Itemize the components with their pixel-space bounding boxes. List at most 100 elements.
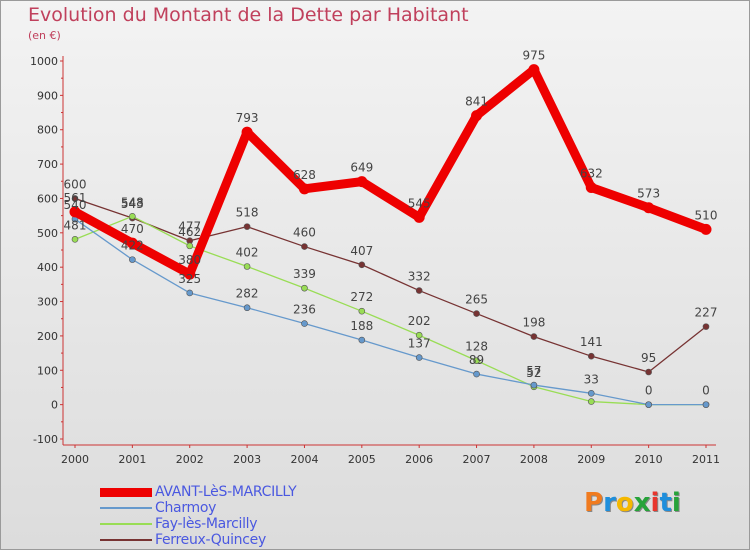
data-point: [645, 368, 652, 376]
data-label: 325: [178, 272, 201, 286]
legend: AVANT-LèS-MARCILLY Charmoy Fay-lès-Marcill…: [100, 484, 360, 548]
data-point: [184, 268, 196, 280]
data-label: 543: [121, 197, 144, 211]
y-tick-label: 800: [37, 124, 58, 137]
data-point: [358, 307, 366, 315]
data-label: 402: [236, 245, 259, 259]
data-point: [530, 381, 538, 389]
proxiti-logo: Proxiti: [584, 488, 681, 518]
x-tick-label: 2000: [61, 453, 89, 466]
y-tick-label: 100: [37, 364, 58, 377]
data-point: [702, 401, 710, 408]
data-label: 540: [64, 198, 87, 212]
x-tick-label: 2008: [520, 453, 548, 466]
data-label: 422: [121, 239, 144, 253]
x-tick-label: 2009: [577, 453, 605, 466]
data-point: [301, 243, 308, 250]
data-point: [702, 323, 710, 330]
series-line-3: [74, 197, 707, 373]
data-label: 841: [465, 95, 488, 109]
data-label: 561: [64, 191, 87, 205]
data-point: [473, 370, 480, 378]
data-point: [243, 263, 251, 270]
legend-item: Ferreux-Quincey: [100, 532, 360, 548]
data-point: [69, 206, 81, 218]
data-label: 339: [293, 267, 316, 281]
data-point: [473, 357, 480, 364]
data-label: 265: [465, 293, 488, 307]
x-tick-label: 2001: [118, 453, 146, 466]
data-label: 198: [522, 316, 545, 330]
legend-swatch: [100, 507, 152, 509]
data-point: [415, 287, 423, 294]
data-label: 573: [637, 187, 660, 201]
legend-swatch: [100, 523, 152, 525]
data-point: [356, 176, 368, 188]
y-tick-label: 200: [37, 330, 58, 343]
data-point: [587, 398, 595, 405]
data-point: [241, 126, 253, 138]
data-label: 128: [465, 340, 488, 354]
y-tick-label: 600: [37, 192, 58, 205]
data-label: 236: [293, 303, 316, 317]
data-label: 600: [64, 177, 87, 191]
logo-letter: i: [671, 488, 681, 518]
data-label: 227: [695, 306, 718, 320]
data-point: [587, 389, 595, 397]
logo-letter: r: [603, 488, 616, 518]
data-point: [129, 213, 136, 220]
y-tick-label: 500: [37, 227, 58, 240]
data-label: 460: [293, 226, 316, 240]
data-label: 649: [350, 161, 373, 175]
data-point: [643, 202, 655, 214]
data-label: 0: [645, 384, 653, 398]
data-label: 202: [408, 314, 431, 328]
legend-item: Fay-lès-Marcilly: [100, 516, 360, 532]
data-label: 137: [408, 337, 431, 351]
data-point: [415, 354, 423, 361]
x-tick-label: 2011: [692, 453, 720, 466]
data-label: 0: [702, 384, 710, 398]
x-tick-label: 2010: [635, 453, 663, 466]
unit-label: (en €): [28, 29, 61, 42]
data-label: 332: [408, 270, 431, 284]
data-label: 462: [178, 225, 201, 239]
data-label: 272: [350, 290, 373, 304]
data-label: 282: [236, 287, 259, 301]
x-tick-label: 2006: [405, 453, 433, 466]
data-point: [71, 236, 79, 243]
data-label: 548: [121, 195, 144, 209]
data-label: 477: [178, 220, 201, 234]
x-tick-label: 2002: [176, 453, 204, 466]
data-label: 52: [526, 366, 541, 380]
data-label: 33: [584, 372, 599, 386]
data-point: [413, 211, 425, 223]
data-point: [473, 310, 480, 317]
data-point: [585, 181, 597, 193]
y-tick-label: 0: [51, 399, 58, 412]
y-tick-label: -100: [33, 433, 58, 446]
data-label: 57: [526, 364, 541, 378]
legend-swatch: [100, 487, 152, 497]
data-point: [243, 304, 251, 312]
data-point: [301, 320, 308, 327]
data-label: 793: [236, 111, 259, 125]
logo-letter: t: [659, 488, 672, 518]
data-label: 470: [121, 222, 144, 236]
data-label: 481: [64, 218, 87, 232]
data-label: 407: [350, 244, 373, 258]
data-label: 89: [469, 353, 484, 367]
legend-label: AVANT-LèS-MARCILLY: [155, 484, 297, 500]
data-point: [129, 256, 136, 263]
data-label: 510: [695, 208, 718, 222]
x-tick-label: 2007: [463, 453, 491, 466]
data-label: 975: [522, 49, 545, 63]
data-label: 380: [178, 253, 201, 267]
logo-letter: P: [584, 488, 604, 518]
data-point: [301, 284, 308, 292]
y-tick-label: 400: [37, 261, 58, 274]
x-tick-label: 2003: [233, 453, 261, 466]
legend-swatch: [100, 539, 152, 541]
data-point: [298, 183, 310, 195]
legend-label: Ferreux-Quincey: [155, 532, 266, 548]
